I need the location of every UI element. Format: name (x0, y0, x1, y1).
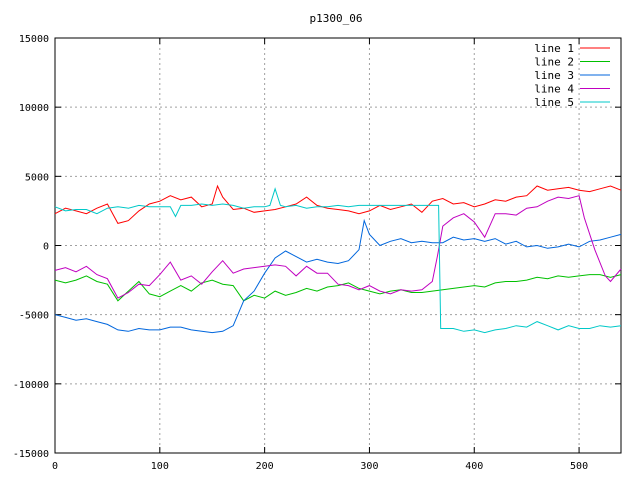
y-tick-label: 15000 (19, 34, 49, 45)
y-tick-label: -15000 (13, 449, 49, 460)
series-line-1 (54, 184, 622, 224)
series-line-3 (54, 218, 622, 334)
x-tick-label: 500 (570, 461, 588, 472)
legend-label: line 5 (534, 96, 574, 109)
legend-label: line 1 (534, 42, 574, 55)
series-group (54, 184, 622, 334)
y-tick-label: -5000 (19, 311, 49, 322)
y-tick-label: 5000 (25, 172, 49, 183)
legend-label: line 2 (534, 56, 574, 69)
series-line-5 (54, 187, 622, 334)
series-line-4 (54, 195, 622, 299)
x-tick-label: 400 (465, 461, 483, 472)
series-line-2 (54, 274, 622, 302)
chart-title: p1300_06 (310, 12, 363, 25)
legend-label: line 4 (534, 83, 574, 96)
x-tick-label: 0 (52, 461, 58, 472)
x-tick-label: 300 (360, 461, 378, 472)
grid (55, 38, 621, 453)
y-tick-label: 0 (43, 242, 49, 253)
legend-label: line 3 (534, 69, 574, 82)
axes: -15000 -10000 -5000 0 5000 10000 15000 0 100 200 3… (13, 34, 621, 472)
y-tick-label: 10000 (19, 103, 49, 114)
y-tick-label: -10000 (13, 380, 49, 391)
x-tick-label: 200 (256, 461, 274, 472)
x-tick-label: 100 (151, 461, 169, 472)
